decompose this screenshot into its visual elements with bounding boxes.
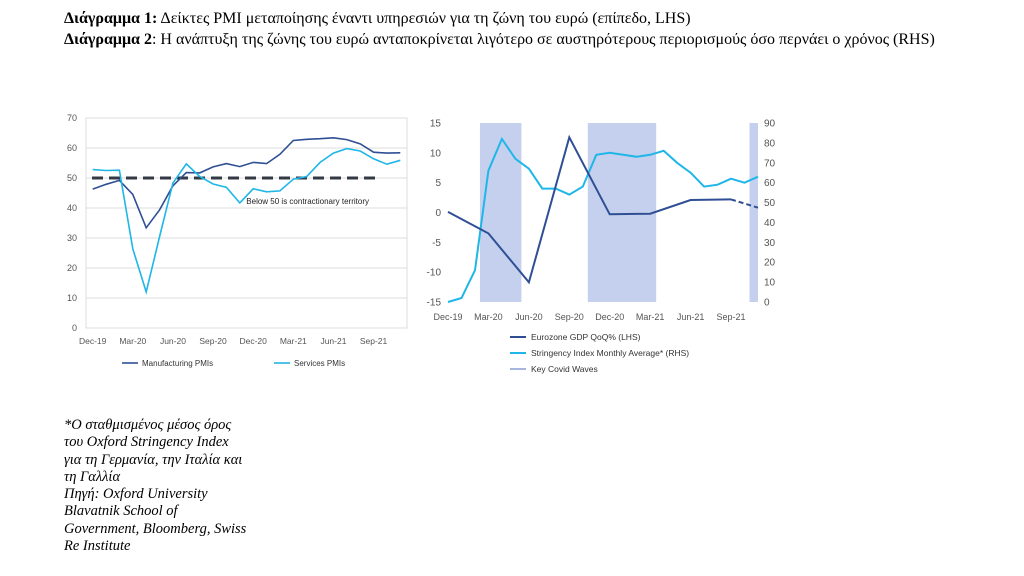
y-right-tick-label: 10 bbox=[764, 278, 776, 289]
y-right-tick-label: 30 bbox=[764, 238, 776, 249]
x-tick-label: Dec-19 bbox=[79, 336, 107, 346]
stringency-index-line bbox=[447, 136, 759, 303]
caption-1-text: Δείκτες PMI μεταποίησης έναντι υπηρεσιών… bbox=[157, 10, 691, 27]
x-tick-label: Dec-20 bbox=[595, 312, 624, 322]
footnote-line: Blavatnik School of bbox=[64, 503, 178, 520]
gdp-qoq-line bbox=[447, 134, 732, 285]
gdp-forecast-line bbox=[730, 198, 759, 209]
footnote-line: τη Γαλλία bbox=[64, 468, 121, 485]
footnote-line: Re Institute bbox=[64, 538, 131, 555]
y-tick-label: 70 bbox=[67, 113, 77, 123]
legend-label: Manufacturing PMIs bbox=[142, 359, 213, 368]
y-tick-label: 60 bbox=[67, 143, 77, 153]
y-tick-label: 0 bbox=[72, 323, 77, 333]
x-tick-label: Sep-20 bbox=[555, 312, 584, 322]
y-right-tick-label: 60 bbox=[764, 178, 776, 189]
footnote-line: Government, Bloomberg, Swiss bbox=[64, 520, 247, 537]
footnote: *Ο σταθμισμένος μέσος όρος του Oxford St… bbox=[64, 417, 294, 555]
footnote-line: *Ο σταθμισμένος μέσος όρος bbox=[64, 417, 232, 433]
x-tick-label: Jun-20 bbox=[160, 336, 186, 346]
pmi-chart: 0 10 20 30 40 50 60 70 Dec-19 Mar-20 Jun-20 Sep-20 D… bbox=[67, 113, 408, 368]
x-tick-label: Jun-21 bbox=[320, 336, 346, 346]
x-tick-label: Sep-21 bbox=[360, 336, 388, 346]
y-left-tick-label: 10 bbox=[430, 148, 442, 159]
covid-wave-band bbox=[587, 123, 657, 302]
x-tick-label: Mar-21 bbox=[636, 312, 665, 322]
y-tick-label: 50 bbox=[67, 173, 77, 183]
y-left-tick-label: -15 bbox=[427, 298, 442, 309]
y-right-tick-label: 70 bbox=[764, 158, 776, 169]
x-tick-label: Jun-20 bbox=[515, 312, 543, 322]
y-tick-label: 10 bbox=[67, 293, 77, 303]
reference-line-label: Below 50 is contractionary territory bbox=[246, 197, 369, 206]
figure-caption: Διάγραμμα 1: Δείκτες PMI μεταποίησης ένα… bbox=[64, 9, 994, 50]
y-left-tick-label: 15 bbox=[430, 119, 442, 130]
y-left-tick-label: -5 bbox=[432, 238, 441, 249]
plot-frame bbox=[85, 117, 408, 329]
covid-wave-band bbox=[749, 123, 758, 302]
y-tick-label: 40 bbox=[67, 203, 77, 213]
y-tick-label: 20 bbox=[67, 263, 77, 273]
y-right-tick-label: 40 bbox=[764, 218, 776, 229]
x-tick-label: Mar-20 bbox=[474, 312, 503, 322]
y-right-tick-label: 0 bbox=[764, 298, 770, 309]
x-tick-label: Dec-19 bbox=[433, 312, 462, 322]
y-right-tick-label: 90 bbox=[764, 119, 776, 130]
x-tick-label: Mar-21 bbox=[280, 336, 307, 346]
footnote-line: του Oxford Stringency Index bbox=[64, 434, 229, 451]
legend-label: Eurozone GDP QoQ% (LHS) bbox=[531, 332, 641, 342]
covid-wave-band bbox=[479, 123, 522, 302]
x-tick-label: Jun-21 bbox=[677, 312, 705, 322]
legend-label: Stringency Index Monthly Average* (RHS) bbox=[531, 348, 689, 358]
legend-label: Services PMIs bbox=[294, 359, 345, 368]
caption-line-2: Διάγραμμα 2: Η ανάπτυξη της ζώνης του ευ… bbox=[64, 30, 994, 51]
x-tick-label: Sep-21 bbox=[717, 312, 746, 322]
series-line-services-pmis bbox=[92, 147, 401, 296]
y-left-tick-label: 5 bbox=[435, 178, 441, 189]
x-tick-label: Dec-20 bbox=[239, 336, 267, 346]
footnote-line: για τη Γερμανία, την Ιταλία και bbox=[64, 451, 243, 468]
footnote-line: Πηγή: Oxford University bbox=[64, 486, 208, 503]
caption-2-text: : Η ανάπτυξη της ζώνης του ευρώ ανταποκρ… bbox=[151, 30, 935, 48]
caption-line-1: Διάγραμμα 1: Δείκτες PMI μεταποίησης ένα… bbox=[64, 9, 994, 30]
y-right-tick-label: 20 bbox=[764, 258, 776, 269]
caption-1-label: Διάγραμμα 1: bbox=[64, 10, 158, 27]
gdp-stringency-chart: -15 -10 -5 0 5 10 15 0 10 20 30 40 50 60 70 80 90 Dec-19 M… bbox=[427, 119, 776, 375]
y-right-tick-label: 50 bbox=[764, 198, 776, 209]
y-left-tick-label: 0 bbox=[435, 208, 441, 219]
y-tick-label: 30 bbox=[67, 233, 77, 243]
x-tick-label: Mar-20 bbox=[119, 336, 146, 346]
series-line-manufacturing-pmis bbox=[92, 136, 401, 230]
y-right-tick-label: 80 bbox=[764, 138, 776, 149]
x-tick-label: Sep-20 bbox=[199, 336, 227, 346]
caption-2-label: Διάγραμμα 2 bbox=[64, 30, 152, 48]
y-left-tick-label: -10 bbox=[427, 268, 442, 279]
legend-label: Key Covid Waves bbox=[531, 364, 598, 374]
